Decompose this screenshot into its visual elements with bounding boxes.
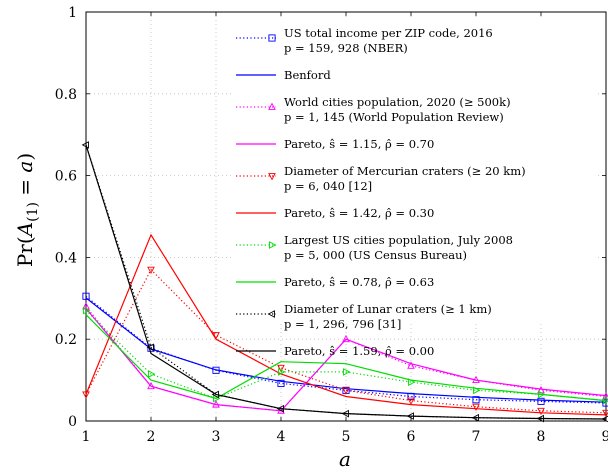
x-tick-label: 7: [472, 429, 481, 445]
data-point: [147, 266, 155, 275]
legend-label: Pareto, ŝ = 1.42, ρ̂ = 0.30: [284, 206, 434, 220]
data-point: [343, 368, 351, 376]
data-point: [601, 415, 608, 423]
data-point: [407, 397, 415, 405]
legend-entry-9: Diameter of Lunar craters (≥ 1 km)p = 1,…: [236, 302, 492, 331]
series-line: [85, 233, 607, 416]
x-tick-label: 2: [147, 429, 156, 445]
data-point: [537, 407, 545, 416]
legend-label: Diameter of Mercurian craters (≥ 20 km): [284, 164, 526, 178]
series-5: [82, 266, 608, 418]
legend-entry-2: Benford: [236, 68, 331, 82]
legend-label: World cities population, 2020 (≥ 500k): [284, 95, 511, 109]
legend-entry-3: World cities population, 2020 (≥ 500k)p …: [236, 95, 511, 124]
legend-label: p = 159, 928 (NBER): [284, 41, 408, 55]
x-tick-label: 5: [342, 429, 351, 445]
data-point: [342, 334, 350, 343]
legend-label: Largest US cities population, July 2008: [284, 233, 513, 247]
x-tick-label: 8: [537, 429, 546, 445]
legend-entry-10: Pareto, ŝ = 1.59, ρ̂ = 0.00: [236, 344, 434, 358]
data-point: [342, 387, 350, 395]
legend-label: p = 6, 040 [12]: [284, 179, 372, 193]
data-point: [146, 343, 154, 352]
x-tick-label: 9: [602, 429, 608, 445]
series-line: [85, 144, 607, 420]
y-tick-label: 0.8: [55, 87, 77, 103]
data-point: [82, 391, 90, 399]
data-point: [407, 361, 415, 369]
series-10: [85, 144, 607, 420]
legend-label: US total income per ZIP code, 2016: [284, 26, 493, 40]
x-tick-label: 4: [277, 429, 286, 445]
series-4: [85, 308, 607, 412]
axes: 1 2 3 4 5 6 7 8 9 0 0.2 0.4 0.6 0.8 1: [55, 5, 608, 445]
data-point: [268, 102, 276, 110]
series-2: [85, 297, 607, 403]
data-point: [82, 292, 90, 300]
series-line: [85, 314, 607, 402]
y-tick-label: 0.2: [55, 332, 77, 348]
y-tick-label: 0.6: [55, 169, 77, 185]
y-tick-label: 0: [68, 414, 77, 430]
x-axis-title: a: [339, 447, 351, 471]
data-point: [81, 141, 89, 149]
data-point: [278, 368, 286, 376]
legend-entry-5: Diameter of Mercurian craters (≥ 20 km)p…: [236, 164, 526, 193]
y-tick-label: 1: [68, 5, 77, 21]
y-tick-label: 0.4: [55, 250, 77, 266]
plot-frame: [85, 11, 607, 422]
data-point: [472, 403, 480, 412]
legend-label: p = 1, 145 (World Population Review): [284, 110, 504, 124]
legend-entry-8: Pareto, ŝ = 0.78, ρ̂ = 0.63: [236, 275, 434, 289]
data-point: [472, 396, 480, 404]
data-point: [83, 306, 91, 315]
legend-background: [232, 20, 596, 322]
data-point: [537, 397, 545, 405]
data-point: [212, 332, 220, 340]
data-point: [148, 370, 156, 378]
legend-entry-6: Pareto, ŝ = 1.42, ρ̂ = 0.30: [236, 206, 434, 220]
series-line: [85, 297, 607, 403]
legend-entry-4: Pareto, ŝ = 1.15, ρ̂ = 0.70: [236, 137, 434, 151]
series-6: [85, 233, 607, 416]
legend-label: Pareto, ŝ = 1.15, ρ̂ = 0.70: [284, 137, 434, 151]
series-1: [82, 292, 608, 407]
y-axis-title: Pr(A(1) = a): [13, 153, 41, 267]
data-point: [269, 241, 277, 249]
data-point: [277, 379, 285, 387]
legend-label: Benford: [284, 68, 331, 82]
series-layer: [81, 141, 608, 423]
legend-label: Diameter of Lunar craters (≥ 1 km): [284, 302, 492, 316]
data-point: [147, 381, 155, 390]
data-point: [268, 173, 276, 181]
legend-label: Pareto, ŝ = 1.59, ρ̂ = 0.00: [284, 344, 434, 358]
x-tick-label: 3: [212, 429, 221, 445]
x-tick-label: 6: [407, 429, 416, 445]
data-point: [277, 364, 285, 373]
series-8: [85, 314, 607, 402]
data-point: [267, 310, 275, 318]
legend-label: Pareto, ŝ = 0.78, ρ̂ = 0.63: [284, 275, 434, 289]
series-line: [85, 308, 607, 412]
data-point: [602, 399, 608, 407]
legend-entry-7: Largest US cities population, July 2008p…: [236, 233, 513, 262]
legend-label: p = 5, 000 (US Census Bureau): [284, 248, 467, 262]
series-line: [85, 295, 607, 404]
series-line: [85, 310, 607, 402]
legend-label: p = 1, 296, 796 [31]: [284, 317, 401, 331]
x-tick-label: 1: [82, 429, 91, 445]
data-point: [268, 34, 276, 42]
